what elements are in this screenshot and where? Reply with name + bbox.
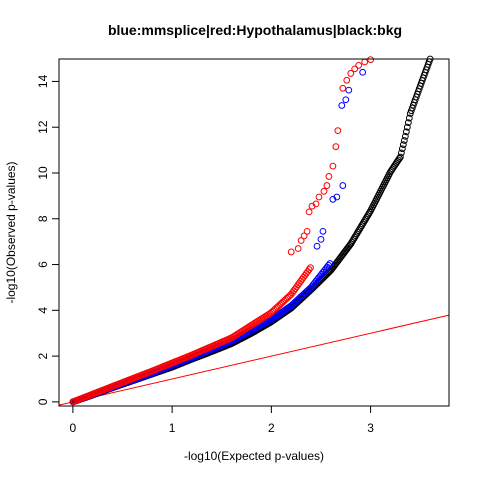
- hypothalamus-point: [325, 173, 333, 180]
- y-tick-label: 14: [36, 74, 50, 88]
- y-tick-label: 12: [36, 120, 50, 134]
- bkg-point: [353, 230, 361, 238]
- hypothalamus-point: [307, 264, 314, 272]
- mmsplice-point: [319, 227, 327, 235]
- y-axis-label: -log10(Observed p-values): [4, 161, 18, 303]
- bkg-point: [404, 119, 412, 127]
- y-tick-label: 6: [36, 261, 50, 268]
- bkg-point: [347, 240, 355, 248]
- hypothalamus-point: [367, 56, 375, 64]
- x-axis-label: -log10(Expected p-values): [184, 449, 324, 463]
- hypothalamus-point: [305, 266, 313, 273]
- mmsplice-point: [338, 102, 346, 109]
- bkg-point: [403, 123, 411, 131]
- bkg-point: [357, 223, 365, 231]
- bkg-point: [361, 217, 369, 225]
- mmsplice-point: [359, 68, 367, 76]
- bkg-point: [359, 220, 367, 228]
- bkg-point: [398, 145, 406, 153]
- plot-frame: [58, 58, 450, 407]
- hypothalamus-point: [355, 62, 363, 69]
- reference-line: [58, 314, 450, 406]
- y-tick-label: 0: [36, 398, 50, 405]
- hypothalamus-point: [334, 127, 342, 135]
- hypothalamus-point: [320, 187, 328, 195]
- mmsplice-point: [342, 96, 350, 104]
- chart-title: blue:mmsplice|red:Hypothalamus|black:bkg: [108, 22, 402, 38]
- bkg-point: [405, 114, 413, 122]
- bkg-point: [360, 218, 368, 226]
- y-tick-label: 8: [36, 215, 50, 222]
- hypothalamus-point: [351, 65, 359, 73]
- hypothalamus-point: [329, 162, 337, 170]
- hypothalamus-point: [315, 193, 323, 201]
- bkg-point: [348, 238, 356, 246]
- hypothalamus-point: [332, 143, 340, 151]
- bkg-point: [354, 228, 362, 236]
- hypothalamus-point: [287, 248, 295, 256]
- hypothalamus-point: [323, 182, 331, 189]
- bkg-point: [364, 212, 372, 220]
- mmsplice-point: [326, 260, 334, 267]
- bkg-point: [396, 153, 404, 161]
- hypothalamus-point: [300, 232, 308, 240]
- hypothalamus-point: [297, 237, 305, 244]
- mmsplice-point: [325, 261, 332, 269]
- bkg-point: [351, 233, 359, 241]
- bkg-point: [401, 132, 409, 140]
- y-tick-label: 10: [36, 166, 50, 180]
- bkg-point: [402, 128, 410, 136]
- bkg-point: [362, 215, 370, 223]
- reference-line-layer: [58, 314, 450, 406]
- y-tick-label: 4: [36, 307, 50, 314]
- bkg-point: [349, 237, 357, 245]
- bkg-point: [366, 209, 374, 216]
- hypothalamus-point: [305, 208, 313, 216]
- y-axis: 0 2 4 6 8 10 12 14: [36, 74, 60, 405]
- bkg-point: [356, 225, 364, 233]
- x-tick-label: 3: [367, 421, 374, 435]
- hypothalamus-point: [339, 84, 347, 92]
- hypothalamus-point: [312, 200, 320, 208]
- hypothalamus-point: [343, 76, 351, 84]
- mmsplice-point: [339, 182, 347, 189]
- y-tick-label: 2: [36, 352, 50, 359]
- x-tick-label: 2: [268, 421, 275, 435]
- mmsplice-point: [317, 235, 325, 243]
- bkg-point: [355, 227, 363, 235]
- bkg-point: [350, 235, 358, 243]
- bkg-point: [365, 210, 373, 218]
- points-layer: [69, 55, 434, 406]
- x-tick-label: 1: [169, 421, 176, 435]
- mmsplice-point: [313, 242, 321, 250]
- bkg-point: [352, 232, 360, 240]
- bkg-point: [400, 137, 408, 144]
- bkg-point: [363, 213, 371, 221]
- hypothalamus-point: [303, 227, 311, 235]
- bkg-point: [397, 149, 405, 157]
- x-axis: 0 1 2 3: [70, 405, 374, 435]
- hypothalamus-point: [294, 245, 302, 252]
- mmsplice-point: [345, 86, 353, 94]
- x-tick-label: 0: [70, 421, 77, 435]
- bkg-point: [399, 141, 407, 149]
- mmsplice-point: [333, 193, 341, 201]
- hypothalamus-point: [361, 58, 369, 66]
- hypothalamus-point: [347, 70, 355, 77]
- bkg-point: [358, 222, 366, 230]
